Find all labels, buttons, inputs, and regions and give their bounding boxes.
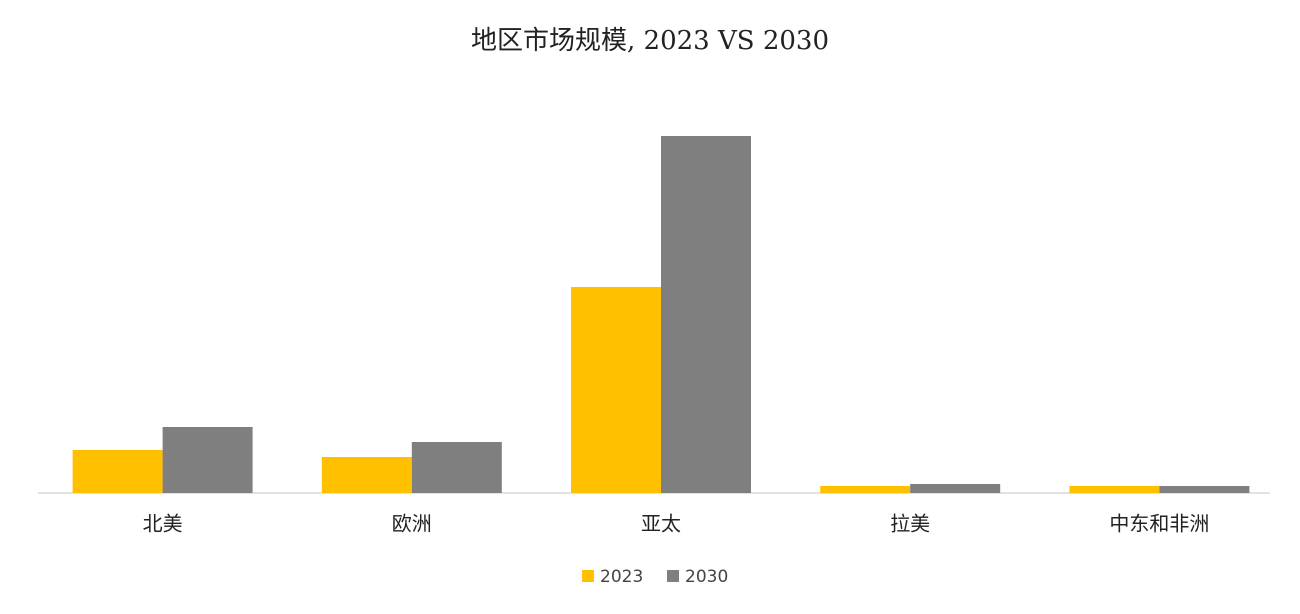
- x-tick-label: 中东和非洲: [1109, 512, 1209, 536]
- x-tick-label: 拉美: [890, 512, 930, 536]
- bar: [72, 450, 163, 493]
- legend-swatch: [582, 570, 594, 582]
- bar: [411, 442, 502, 493]
- bar: [162, 427, 253, 493]
- legend-label: 2030: [685, 567, 728, 587]
- bar: [571, 287, 661, 493]
- bar: [820, 486, 911, 493]
- x-tick-label: 亚太: [641, 512, 681, 536]
- bar: [661, 136, 751, 493]
- bar: [321, 457, 412, 493]
- bar: [910, 484, 1001, 493]
- bar: [1159, 486, 1250, 493]
- x-tick-label: 北美: [143, 512, 183, 536]
- legend-swatch: [667, 570, 679, 582]
- x-tick-label: 欧洲: [392, 512, 432, 536]
- bar: [1069, 486, 1160, 493]
- legend-label: 2023: [600, 567, 643, 587]
- chart-title: 地区市场规模, 2023 VS 2030: [471, 26, 829, 56]
